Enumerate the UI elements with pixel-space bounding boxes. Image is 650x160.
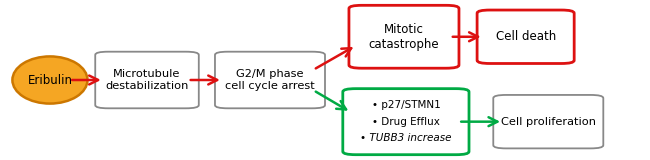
Text: Eribulin: Eribulin [27, 73, 72, 87]
Text: • p27/STMN1: • p27/STMN1 [372, 100, 440, 110]
FancyBboxPatch shape [477, 10, 574, 64]
Text: Cell proliferation: Cell proliferation [500, 117, 596, 127]
Text: Mitotic
catastrophe: Mitotic catastrophe [369, 23, 439, 51]
Text: • Drug Efflux: • Drug Efflux [372, 117, 440, 127]
Text: Microtubule
destabilization: Microtubule destabilization [105, 69, 188, 91]
FancyBboxPatch shape [349, 5, 459, 68]
FancyBboxPatch shape [96, 52, 199, 108]
Text: G2/M phase
cell cycle arrest: G2/M phase cell cycle arrest [225, 69, 315, 91]
Text: • TUBB3 increase: • TUBB3 increase [360, 133, 452, 143]
Ellipse shape [12, 56, 88, 104]
FancyBboxPatch shape [215, 52, 325, 108]
FancyBboxPatch shape [343, 89, 469, 155]
Text: Cell death: Cell death [495, 30, 556, 43]
FancyBboxPatch shape [493, 95, 603, 148]
